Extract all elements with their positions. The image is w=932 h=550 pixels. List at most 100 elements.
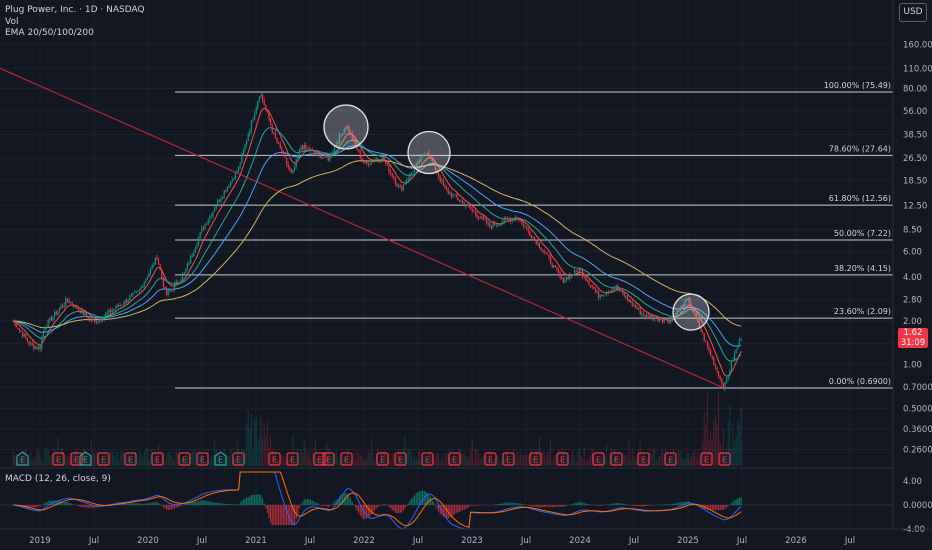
macd-histogram-bar	[393, 505, 395, 511]
candle-body	[330, 154, 332, 156]
trendline[interactable]	[0, 67, 725, 389]
candle-body	[492, 222, 494, 228]
candle-body	[313, 149, 315, 153]
volume-bar	[66, 456, 68, 466]
candle-body	[366, 161, 368, 163]
macd-histogram-bar	[362, 505, 364, 520]
candle-body	[727, 375, 729, 379]
macd-histogram-bar	[314, 502, 316, 505]
price-axis[interactable]: 160.00 110.00 80.00 56.00 38.50 26.50 18.50 12.…	[892, 0, 932, 550]
volume-bar	[332, 452, 334, 466]
candle-body	[377, 159, 379, 160]
candle-body	[671, 318, 673, 321]
candle-body	[626, 296, 628, 300]
volume-bar	[44, 448, 46, 466]
macd-histogram-bar	[548, 505, 550, 507]
candle-body	[86, 312, 88, 317]
macd-indicator-label[interactable]: MACD (12, 26, close, 9)	[5, 474, 111, 484]
event-markers[interactable]: E E E E E E E E E E E E E E E E E E E E E E E E E E EE E E	[16, 451, 731, 466]
candle-body	[73, 305, 75, 308]
macd-histogram-bar	[28, 505, 30, 508]
volume-bar	[594, 457, 596, 466]
volume-bar	[604, 458, 606, 466]
volume-bar	[25, 449, 27, 466]
candle-body	[210, 215, 212, 217]
volume-bar	[188, 457, 190, 466]
candle-body	[324, 154, 326, 158]
candle-body	[577, 271, 579, 274]
candle-body	[646, 314, 648, 317]
macd-histogram-bar	[178, 505, 180, 507]
candle-body	[511, 218, 513, 222]
candle-body	[225, 190, 227, 192]
volume-bar	[734, 441, 736, 466]
earnings-marker-letter: E	[668, 456, 673, 465]
volume-bar	[655, 460, 657, 466]
time-axis[interactable]: 2019 Jul 2020 Jul 2021 Jul 2022 Jul 2023 Jul 2024 J…	[0, 528, 932, 546]
macd-histogram-bar	[724, 505, 726, 509]
volume-bar	[415, 457, 417, 466]
volume-bar	[292, 435, 294, 466]
fibonacci-retracement[interactable]: 100.00% (75.49) 78.60% (27.64) 61.80% (12.…	[175, 81, 893, 389]
macd-histogram-bar	[367, 505, 369, 518]
volume-bar	[706, 392, 708, 466]
macd-histogram-bar	[316, 502, 318, 505]
macd-histogram-bar	[311, 500, 313, 505]
candle-body	[180, 279, 182, 283]
candle-body	[594, 289, 596, 292]
earnings-marker	[394, 452, 407, 466]
volume-bar	[714, 415, 716, 466]
volume-bar	[478, 453, 480, 466]
macd-histogram-bar	[663, 504, 665, 505]
price-tick-label: 4.00	[903, 273, 922, 283]
macd-histogram-bar	[538, 505, 540, 508]
macd-histogram-bar	[332, 503, 334, 505]
candle-body	[119, 305, 121, 307]
candle-body	[478, 217, 480, 219]
highlight-circles[interactable]	[323, 104, 710, 331]
earnings-marker	[610, 452, 623, 466]
macd-histogram-bar	[428, 494, 430, 505]
volume-bar	[249, 428, 251, 466]
earnings-marker-letter: E	[452, 456, 457, 465]
macd-histogram-bar	[455, 505, 457, 514]
candle-body	[169, 290, 171, 292]
volume-bar	[247, 409, 249, 466]
volume-bar	[174, 460, 176, 466]
candle-body	[620, 290, 622, 292]
candle-body	[396, 184, 398, 187]
volume-bar	[455, 460, 457, 466]
earnings-marker-letter: E	[344, 456, 349, 465]
ema-indicator-label[interactable]: EMA 20/50/100/200	[5, 28, 94, 38]
fib-level-label: 0.00% (0.6900)	[829, 377, 891, 386]
symbol-title[interactable]: Plug Power, Inc. · 1D · NASDAQ	[5, 5, 145, 15]
fib-level-label: 50.00% (7.22)	[834, 229, 891, 238]
volume-indicator-label[interactable]: Vol	[5, 16, 19, 27]
time-tick-label: 2024	[569, 536, 591, 546]
candle-body	[100, 319, 102, 321]
volume-bar	[159, 461, 161, 466]
candle-body	[494, 222, 496, 226]
candle-body	[239, 162, 241, 167]
macd-histogram-bar	[135, 503, 137, 505]
currency-button[interactable]: USD	[899, 3, 927, 22]
volume-bar	[78, 456, 80, 466]
volume-bar	[172, 459, 174, 466]
macd-histogram-bar	[612, 503, 614, 505]
price-tick-label: 38.50	[903, 130, 927, 140]
price-tick-label: 0.3600	[903, 425, 932, 435]
macd-histogram-bar	[226, 503, 228, 505]
volume-bar	[591, 448, 593, 466]
macd-histogram-bar	[598, 505, 600, 506]
volume-bar	[702, 441, 704, 466]
volume-bar	[631, 449, 633, 466]
candle-body	[148, 272, 150, 277]
candle-body	[92, 320, 94, 321]
macd-histogram-bar	[551, 505, 553, 508]
candle-body	[327, 157, 329, 161]
macd-histogram-bar	[198, 500, 200, 505]
candle-body	[214, 209, 216, 212]
candlestick-series	[12, 92, 742, 392]
candle-body	[17, 327, 19, 329]
